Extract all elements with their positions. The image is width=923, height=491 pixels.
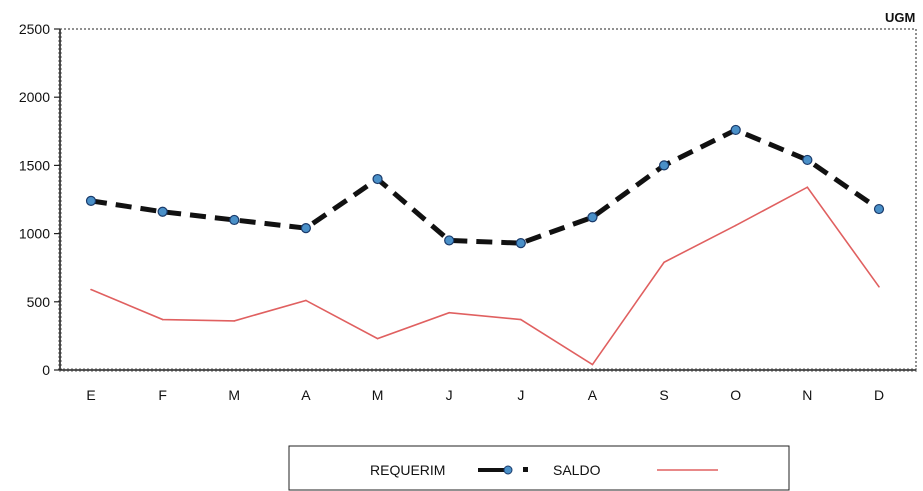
axis-minor-ticks [58, 28, 917, 372]
x-tick-label: E [86, 387, 95, 403]
data-point [658, 160, 670, 171]
y-tick-label: 2000 [19, 89, 50, 105]
plot-frame [59, 28, 917, 371]
y-tick-label: 2500 [19, 21, 50, 37]
y-tick-label: 500 [27, 294, 51, 310]
y-axis-ticks: 0 500 1000 1500 2000 2500 [19, 21, 60, 378]
data-point [520, 318, 522, 321]
data-point [587, 212, 598, 223]
x-tick-label: J [517, 387, 524, 403]
x-tick-label: D [874, 387, 884, 403]
data-point [85, 195, 97, 206]
data-point [376, 337, 379, 340]
x-tick-label: N [802, 387, 812, 403]
data-point [515, 238, 526, 249]
data-point [730, 124, 741, 136]
series-layer [85, 124, 885, 366]
data-point [372, 173, 383, 185]
legend: REQUERIM SALDO [288, 445, 790, 491]
legend-box [288, 445, 790, 491]
x-tick-label: M [372, 387, 384, 403]
data-point [734, 224, 737, 227]
legend-label-saldo: SALDO [553, 462, 601, 478]
data-point [806, 186, 809, 189]
x-tick-label: J [446, 387, 453, 403]
data-point [233, 320, 236, 322]
data-point [663, 261, 665, 264]
legend-swatch-requerim [478, 465, 528, 475]
y-tick-label: 1000 [19, 226, 50, 242]
data-point [448, 311, 450, 314]
data-point [444, 235, 455, 246]
data-point [878, 285, 880, 288]
x-tick-label: A [588, 387, 598, 403]
y-tick-label: 1500 [19, 157, 50, 173]
data-point [802, 154, 813, 166]
x-tick-label: M [228, 387, 240, 403]
data-point [229, 214, 240, 226]
series-line [90, 127, 881, 246]
data-point [300, 223, 312, 234]
series-line [90, 186, 880, 366]
series-saldo [90, 186, 880, 366]
y-tick-label: 0 [42, 362, 50, 378]
data-point [305, 299, 307, 302]
x-tick-label: S [659, 387, 668, 403]
data-point [161, 318, 164, 321]
legend-label-requerim: REQUERIM [370, 462, 445, 478]
x-tick-label: O [730, 387, 741, 403]
data-point [873, 203, 885, 215]
unit-label: UGM [885, 10, 915, 25]
data-point [157, 206, 168, 217]
data-point [90, 288, 92, 291]
data-point [591, 363, 594, 366]
x-tick-label: A [301, 387, 311, 403]
x-tick-label: F [158, 387, 167, 403]
series-requerim [85, 124, 885, 249]
